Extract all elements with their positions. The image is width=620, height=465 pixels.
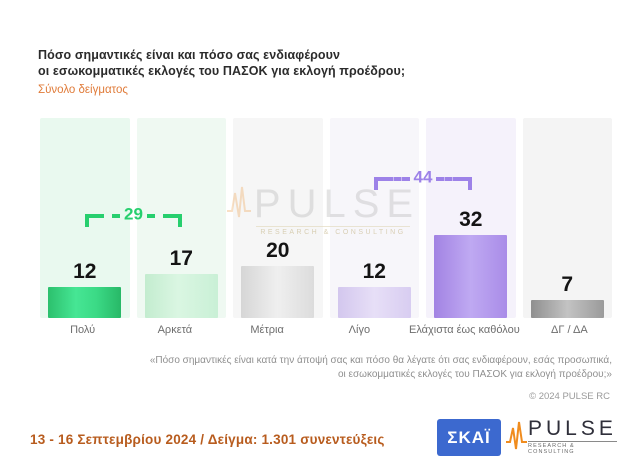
category-labels: Πολύ Αρκετά Μέτρια Λίγο Ελάχιστα έως καθ…: [40, 324, 612, 336]
category-label: Ελάχιστα έως καθόλου: [409, 324, 520, 336]
footnote-line-1: «Πόσο σημαντικές είναι κατά την άποψή σα…: [149, 355, 612, 366]
bracket-dash: [96, 214, 121, 218]
category-label: Λίγο: [348, 324, 371, 336]
bar-value-label: 7: [561, 272, 574, 296]
bracket-dash: [146, 214, 172, 218]
chart-column-ligo: 12: [329, 118, 419, 318]
chart-column-elaxista: 32: [426, 118, 516, 318]
bracket-left-corner: [374, 177, 385, 190]
pulse-logo-text: PULSE: [528, 417, 617, 440]
chart-column-arketa: 17: [136, 118, 226, 318]
pulse-logo-subtext: RESEARCH & CONSULTING: [528, 441, 617, 455]
bar-value-label: 32: [459, 207, 483, 231]
header: Πόσο σημαντικές είναι και πόσο σας ενδια…: [38, 47, 405, 96]
bar-metria: [241, 266, 315, 318]
bar-chart: 12 17 20 12 32 7: [40, 118, 612, 318]
category-label: Πολύ: [70, 324, 96, 336]
sample-subtitle: Σύνολο δείγματος: [38, 84, 128, 96]
fieldwork-date-sample: 13 - 16 Σεπτεμβρίου 2024 / Δείγμα: 1.301…: [30, 432, 385, 447]
bar-ligo: [337, 286, 411, 318]
bracket-dash: [385, 177, 410, 181]
chart-columns: 12 17 20 12 32 7: [40, 118, 612, 318]
pulse-logo: PULSE RESEARCH & CONSULTING: [506, 418, 617, 457]
skai-logo: ΣΚΑΪ: [437, 419, 501, 456]
waveform-icon: [506, 418, 528, 457]
bracket-left-corner: [85, 214, 96, 227]
category-label: Αρκετά: [157, 324, 193, 336]
bar-value-label: 17: [169, 246, 193, 270]
chart-column-metria: 20: [233, 118, 323, 318]
bracket-sum-label: 29: [124, 204, 143, 224]
chart-column-poly: 12: [40, 118, 130, 318]
bar-poly: [48, 286, 122, 318]
bracket-green-29: 29: [85, 206, 183, 227]
bracket-dash: [436, 177, 462, 181]
bar-elaxista: [434, 234, 508, 318]
bracket-sum-label: 44: [413, 167, 433, 187]
bracket-right-corner: [461, 177, 473, 190]
copyright-note: © 2024 PULSE RC: [529, 391, 610, 402]
footnote-line-2: οι εσωκομματικές εκλογές του ΠΑΣΟΚ για ε…: [337, 368, 612, 380]
question-footnote: «Πόσο σημαντικές είναι κατά την άποψή σα…: [67, 354, 612, 381]
bar-dgda: [530, 299, 604, 318]
bar-value-label: 12: [362, 259, 386, 283]
chart-column-dgda: 7: [522, 118, 612, 318]
bar-arketa: [144, 273, 218, 318]
category-label: ΔΓ / ΔΑ: [551, 324, 588, 336]
bar-value-label: 20: [266, 239, 290, 262]
bar-value-label: 12: [73, 259, 97, 283]
title-line-2: οι εσωκομματικές εκλογές του ΠΑΣΟΚ για ε…: [38, 64, 406, 78]
bracket-purple-44: 44: [374, 169, 473, 190]
bracket-right-corner: [171, 214, 183, 227]
title-line-1: Πόσο σημαντικές είναι και πόσο σας ενδια…: [38, 48, 341, 62]
category-label: Μέτρια: [250, 324, 284, 336]
page-title: Πόσο σημαντικές είναι και πόσο σας ενδια…: [38, 47, 405, 79]
